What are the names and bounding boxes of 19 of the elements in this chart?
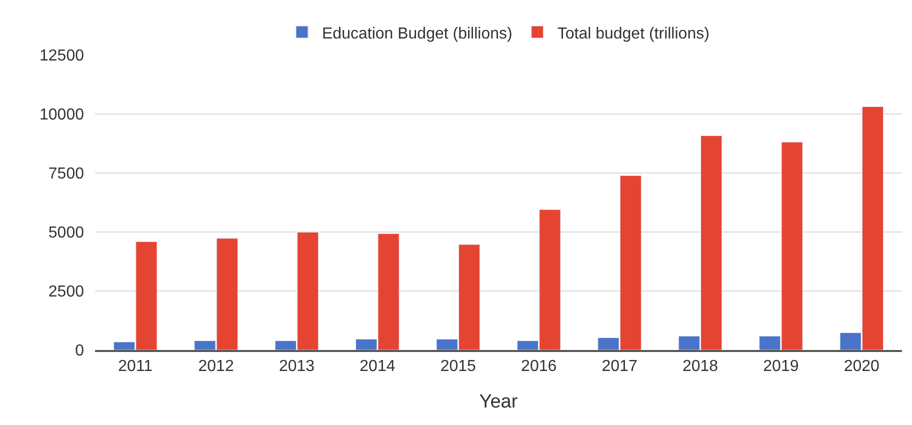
x-tick-label: 2011 bbox=[118, 358, 153, 376]
legend-label: Education Budget (billions) bbox=[322, 25, 512, 42]
y-tick-label: 5000 bbox=[48, 224, 84, 242]
x-tick-label: 2019 bbox=[763, 358, 799, 376]
y-tick-label: 2500 bbox=[48, 284, 84, 301]
x-tick-label: 2015 bbox=[440, 358, 476, 376]
x-axis-title: Year bbox=[479, 392, 518, 412]
legend-label: Total budget (trillions) bbox=[557, 25, 710, 42]
x-tick-label: 2016 bbox=[521, 358, 557, 376]
y-tick-label: 7500 bbox=[48, 166, 84, 183]
x-tick-label: 2017 bbox=[602, 358, 638, 376]
x-tick-label: 2013 bbox=[278, 358, 315, 376]
x-tick-label: 2014 bbox=[360, 358, 396, 376]
x-tick-label: 2018 bbox=[682, 358, 718, 376]
y-tick-label: 10000 bbox=[40, 106, 84, 124]
y-tick-label: 12500 bbox=[40, 48, 84, 65]
x-tick-label: 2012 bbox=[198, 358, 234, 376]
y-tick-label: 0 bbox=[75, 342, 84, 360]
x-tick-label: 2020 bbox=[844, 358, 880, 376]
